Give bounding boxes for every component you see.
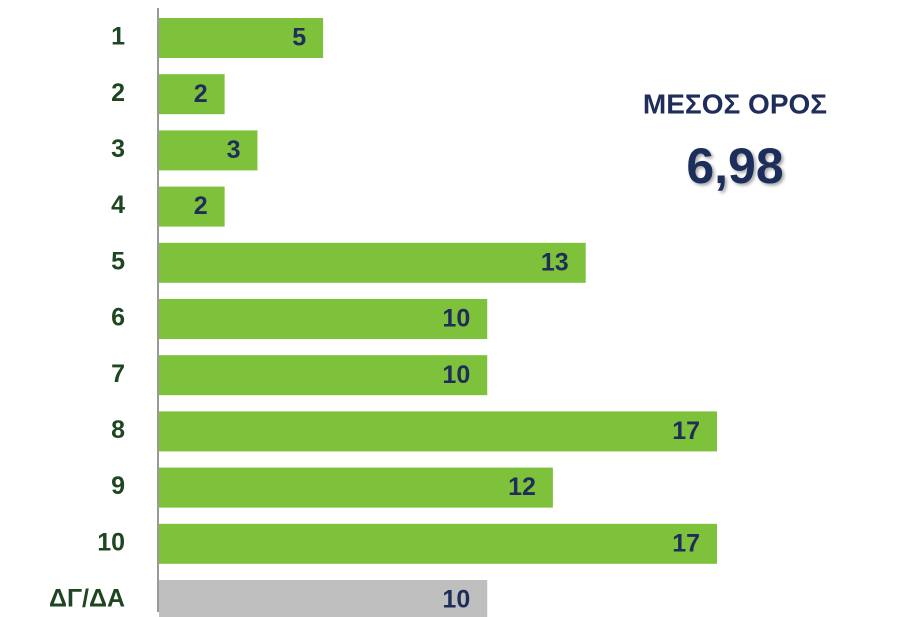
value-label: 10: [442, 305, 470, 333]
bar: [159, 130, 258, 171]
value-label: 5: [292, 24, 306, 52]
annotation: ΜΕΣΟΣ ΟΡΟΣ: [643, 88, 827, 119]
category-label: 3: [111, 135, 125, 163]
bar: [159, 242, 586, 283]
category-label: 10: [97, 528, 125, 556]
bar: [159, 467, 553, 508]
bar: [159, 18, 324, 58]
category-label: 2: [111, 79, 125, 107]
annotation: 6,98: [686, 138, 783, 194]
value-label: 13: [541, 248, 569, 276]
bar: [159, 355, 488, 396]
bar: [159, 523, 717, 564]
category-label: 4: [111, 191, 125, 219]
value-label: 10: [442, 361, 470, 389]
value-label: 17: [672, 529, 700, 557]
bar: [159, 74, 225, 115]
value-label: 17: [672, 417, 700, 445]
value-label: 12: [508, 473, 536, 501]
category-label: 6: [111, 304, 125, 332]
value-label: 2: [194, 80, 208, 108]
category-label: 8: [111, 416, 125, 444]
category-label: 1: [111, 23, 125, 51]
value-label: 3: [227, 136, 241, 164]
bar: [159, 186, 225, 227]
value-label: 2: [194, 192, 208, 220]
bar: [159, 580, 488, 617]
category-label: ΔΓ/ΔΑ: [49, 585, 125, 613]
category-label: 9: [111, 472, 125, 500]
category-label: 7: [111, 360, 125, 388]
value-label: 10: [442, 586, 470, 614]
bar: [159, 411, 717, 452]
bar: [159, 299, 488, 339]
category-label: 5: [111, 247, 125, 275]
